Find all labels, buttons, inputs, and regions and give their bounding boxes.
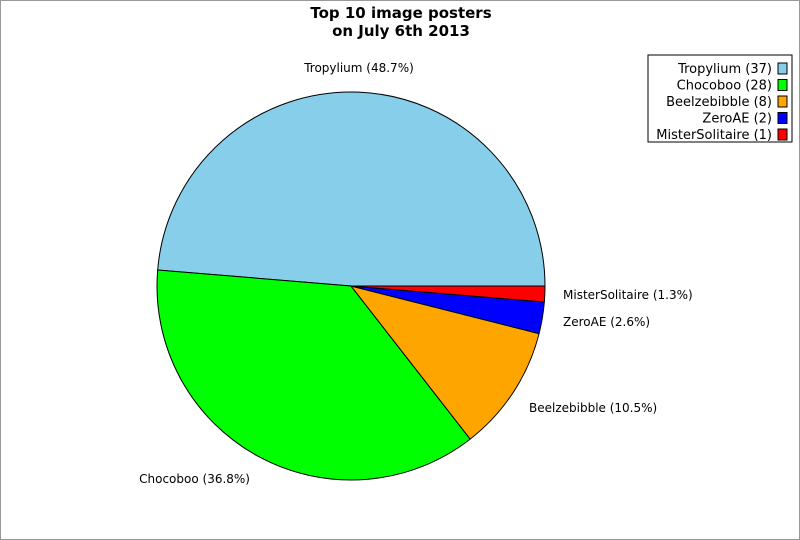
legend-swatch-tropylium bbox=[777, 62, 788, 75]
legend-entry-chocoboo: Chocoboo (28) bbox=[677, 79, 772, 94]
legend-box bbox=[647, 54, 793, 143]
legend-swatch-mistersolitaire bbox=[777, 128, 788, 141]
chart-title-line-1: Top 10 image posters bbox=[310, 4, 491, 22]
legend-entry-zeroae: ZeroAE (2) bbox=[702, 112, 772, 127]
legend-entry-mistersolitaire: MisterSolitaire (1) bbox=[656, 128, 772, 143]
pie-slices bbox=[156, 91, 546, 481]
legend: Tropylium (37) Chocoboo (28)Beelzebibble … bbox=[647, 54, 793, 143]
slice-label-tropylium: Tropylium (48.7%) bbox=[303, 61, 414, 75]
legend-entry-tropylium: Tropylium (37) bbox=[677, 62, 772, 77]
slice-label-beelzebibble: Beelzebibble (10.5%) bbox=[529, 401, 657, 415]
slice-labels: Tropylium (48.7%) Chocoboo (36.8%) Beelzeb… bbox=[139, 61, 693, 486]
legend-entry-beelzebibble: Beelzebibble (8) bbox=[666, 95, 772, 110]
legend-swatch-beelzebibble bbox=[777, 95, 788, 108]
pie-slice-beelzebibble bbox=[349, 285, 540, 440]
chart-title: Top 10 image posters on July 6th 2013 bbox=[310, 4, 491, 40]
slice-label-chocoboo: Chocoboo (36.8%) bbox=[139, 472, 250, 486]
pie-slice-tropylium bbox=[157, 91, 546, 287]
pie-slice-mistersolitaire bbox=[350, 285, 546, 303]
slice-label-mistersolitaire: MisterSolitaire (1.3%) bbox=[563, 288, 693, 302]
pie-slice-chocoboo bbox=[156, 269, 471, 481]
chart-title-line-2: on July 6th 2013 bbox=[332, 22, 470, 40]
legend-swatch-zeroae bbox=[777, 112, 788, 124]
legend-swatch-chocoboo bbox=[777, 79, 788, 91]
slice-label-zeroae: ZeroAE (2.6%) bbox=[563, 315, 650, 329]
